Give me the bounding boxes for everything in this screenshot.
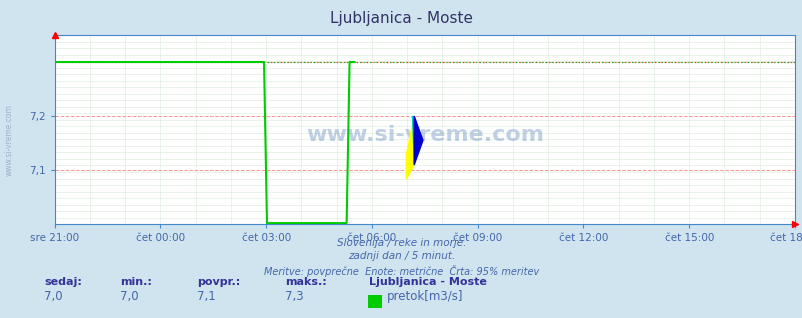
Text: www.si-vreme.com: www.si-vreme.com (5, 104, 14, 176)
Text: sedaj:: sedaj: (44, 277, 82, 287)
Text: Meritve: povprečne  Enote: metrične  Črta: 95% meritev: Meritve: povprečne Enote: metrične Črta:… (264, 265, 538, 277)
Text: Ljubljanica - Moste: Ljubljanica - Moste (369, 277, 487, 287)
Text: 7,3: 7,3 (285, 290, 303, 302)
Text: zadnji dan / 5 minut.: zadnji dan / 5 minut. (347, 251, 455, 261)
Polygon shape (414, 116, 423, 165)
Text: maks.:: maks.: (285, 277, 326, 287)
Text: 7,0: 7,0 (120, 290, 139, 302)
Text: 7,0: 7,0 (44, 290, 63, 302)
Text: www.si-vreme.com: www.si-vreme.com (306, 125, 543, 145)
Text: Slovenija / reke in morje.: Slovenija / reke in morje. (336, 238, 466, 248)
Text: pretok[m3/s]: pretok[m3/s] (387, 290, 463, 302)
Text: min.:: min.: (120, 277, 152, 287)
Polygon shape (411, 116, 414, 165)
Text: 7,1: 7,1 (196, 290, 215, 302)
Text: povpr.:: povpr.: (196, 277, 240, 287)
Text: Ljubljanica - Moste: Ljubljanica - Moste (330, 11, 472, 26)
Polygon shape (406, 116, 414, 179)
